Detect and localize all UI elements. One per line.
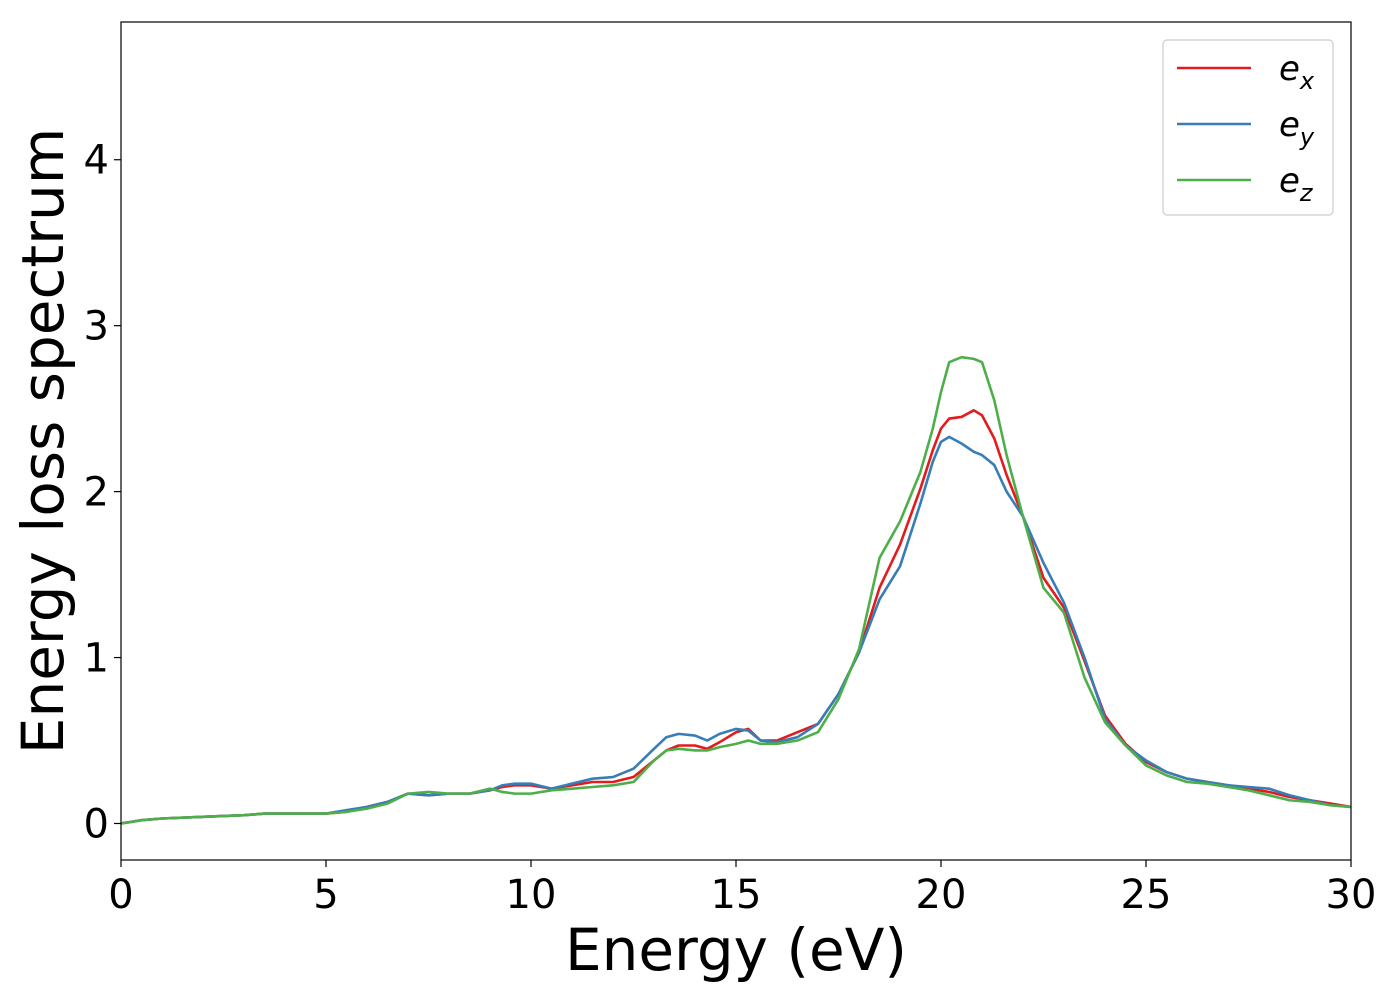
series-line-y: [121, 435, 1351, 825]
series-line-x: [121, 409, 1351, 825]
legend-label-subscript: y: [1299, 123, 1315, 151]
x-tick-label: 10: [506, 872, 557, 918]
plot-area: [121, 355, 1351, 825]
series-line-z: [121, 355, 1351, 825]
x-tick-label: 5: [313, 872, 338, 918]
legend-label-base: e: [1279, 49, 1300, 89]
y-tick-label: 1: [84, 636, 109, 682]
y-axis-title: Energy loss spectrum: [9, 128, 77, 754]
x-tick-label: 0: [108, 872, 133, 918]
legend-label-base: e: [1279, 161, 1300, 201]
x-tick-label: 30: [1326, 872, 1377, 918]
y-tick-label: 3: [84, 304, 109, 350]
legend-label-base: e: [1279, 105, 1300, 145]
legend-label-z: ez: [1279, 161, 1314, 207]
legend-label-subscript: x: [1299, 67, 1315, 95]
legend-label-y: ey: [1279, 105, 1315, 151]
legend-box: [1162, 39, 1334, 216]
x-tick-label: 15: [711, 872, 762, 918]
y-axis: 0 1 2 3 4: [84, 138, 121, 847]
x-axis: 0 5 10 15 20 25 30: [108, 860, 1376, 918]
y-tick-label: 2: [84, 470, 109, 516]
legend-label-x: ex: [1279, 49, 1315, 95]
y-tick-label: 4: [84, 138, 109, 184]
y-tick-label: 0: [84, 801, 109, 847]
legend-label-subscript: z: [1299, 179, 1314, 207]
x-tick-label: 20: [916, 872, 967, 918]
x-axis-title: Energy (eV): [565, 916, 907, 984]
x-tick-label: 25: [1121, 872, 1172, 918]
